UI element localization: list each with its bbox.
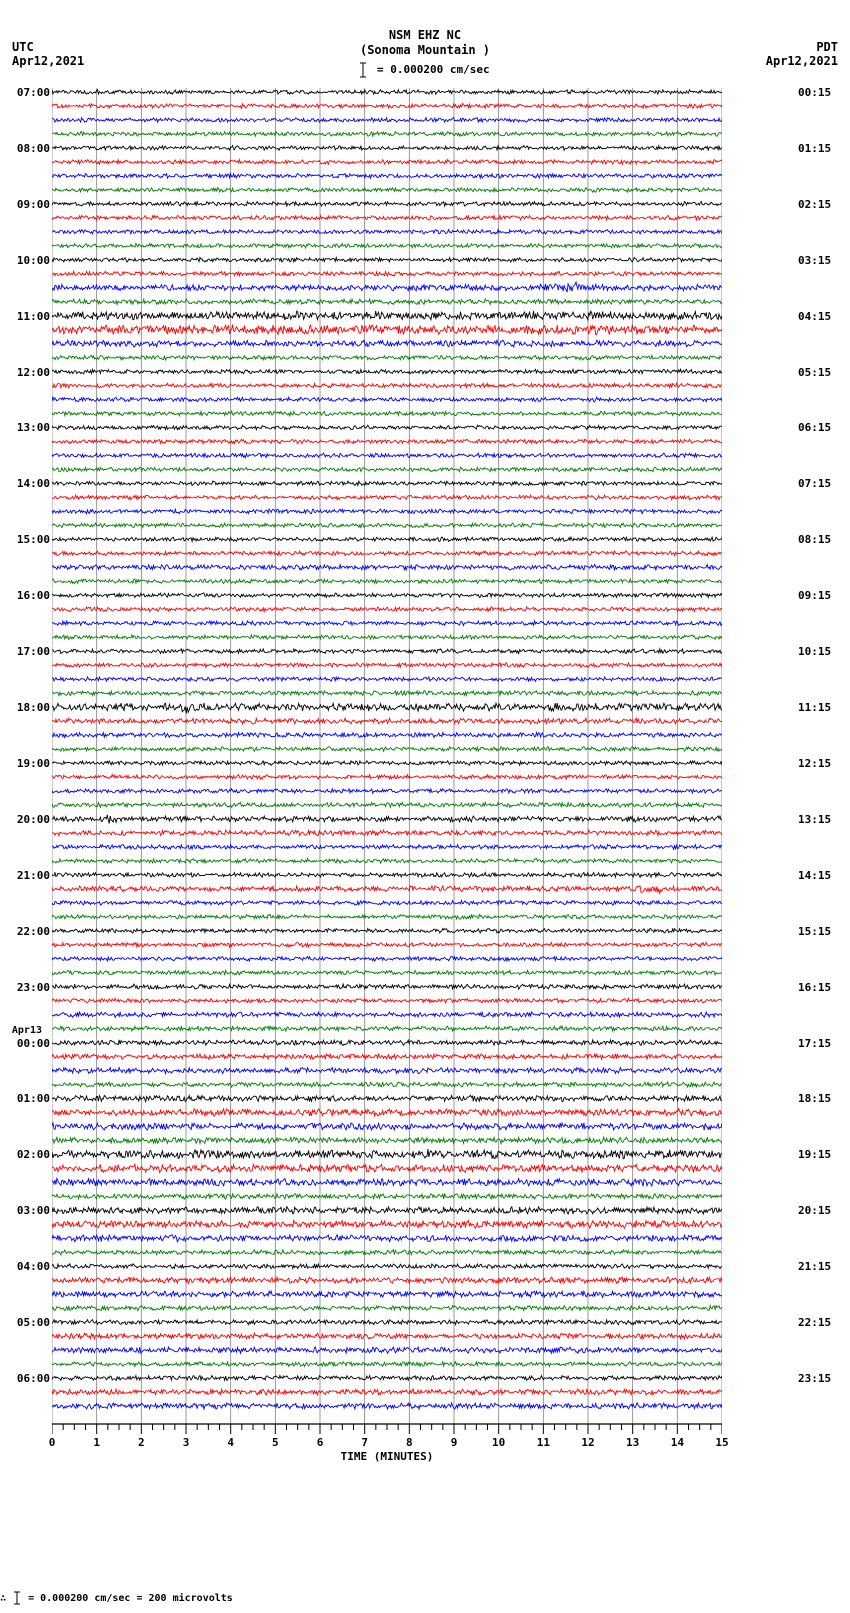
local-hour-label: 21:15: [798, 1260, 842, 1273]
local-hour-label: 16:15: [798, 981, 842, 994]
footer-prefix: ∴: [0, 1593, 6, 1604]
local-hour-label: 23:15: [798, 1372, 842, 1385]
x-tick-label: 12: [578, 1436, 598, 1449]
utc-hour-label: 07:00: [6, 86, 50, 99]
utc-hour-label: 19:00: [6, 757, 50, 770]
utc-hour-label: 23:00: [6, 981, 50, 994]
x-tick-label: 11: [533, 1436, 553, 1449]
utc-hour-label: 22:00: [6, 925, 50, 938]
scale-text: = 0.000200 cm/sec: [370, 63, 489, 76]
local-hour-label: 07:15: [798, 477, 842, 490]
local-hour-label: 03:15: [798, 254, 842, 267]
title-line-2: (Sonoma Mountain ): [0, 43, 850, 58]
x-tick-label: 13: [623, 1436, 643, 1449]
x-tick-label: 9: [444, 1436, 464, 1449]
x-axis-label: TIME (MINUTES): [52, 1450, 722, 1463]
utc-hour-label: 21:00: [6, 869, 50, 882]
local-hour-label: 17:15: [798, 1037, 842, 1050]
local-hour-label: 04:15: [798, 310, 842, 323]
local-hour-label: 15:15: [798, 925, 842, 938]
helicorder-plot: [52, 88, 722, 1424]
local-hour-label: 19:15: [798, 1148, 842, 1161]
utc-hour-label: 11:00: [6, 310, 50, 323]
x-tick-label: 5: [265, 1436, 285, 1449]
local-hour-label: 10:15: [798, 645, 842, 658]
local-hour-label: 01:15: [798, 142, 842, 155]
utc-hour-label: 12:00: [6, 366, 50, 379]
local-hour-label: 18:15: [798, 1092, 842, 1105]
utc-hour-label: 06:00: [6, 1372, 50, 1385]
local-hour-label: 05:15: [798, 366, 842, 379]
local-hour-label: 02:15: [798, 198, 842, 211]
utc-hour-label: 20:00: [6, 813, 50, 826]
local-hour-label: 11:15: [798, 701, 842, 714]
footer-scale: ∴ = 0.000200 cm/sec = 200 microvolts: [0, 1591, 233, 1605]
local-hour-label: 14:15: [798, 869, 842, 882]
utc-hour-label: 14:00: [6, 477, 50, 490]
x-tick-label: 8: [399, 1436, 419, 1449]
utc-hour-label: 16:00: [6, 589, 50, 602]
utc-hour-label: 00:00: [6, 1037, 50, 1050]
x-tick-label: 6: [310, 1436, 330, 1449]
utc-hour-label: 17:00: [6, 645, 50, 658]
date-right: Apr12,2021: [766, 54, 838, 68]
x-tick-label: 1: [87, 1436, 107, 1449]
utc-hour-label: 13:00: [6, 421, 50, 434]
footer-text2: 200 microvolts: [149, 1593, 233, 1604]
x-tick-label: 4: [221, 1436, 241, 1449]
footer-text1: = 0.000200 cm/sec =: [28, 1593, 148, 1604]
local-hour-label: 12:15: [798, 757, 842, 770]
utc-hour-label: 18:00: [6, 701, 50, 714]
x-tick-label: 3: [176, 1436, 196, 1449]
x-tick-label: 15: [712, 1436, 732, 1449]
utc-hour-label: 15:00: [6, 533, 50, 546]
local-hour-label: 06:15: [798, 421, 842, 434]
timezone-right: PDT: [816, 40, 838, 54]
date-left: Apr12,2021: [12, 54, 84, 68]
x-tick-label: 0: [42, 1436, 62, 1449]
utc-hour-label: 05:00: [6, 1316, 50, 1329]
timezone-left: UTC: [12, 40, 34, 54]
utc-hour-label: 08:00: [6, 142, 50, 155]
scale-indicator: = 0.000200 cm/sec: [0, 62, 850, 78]
utc-hour-label: 03:00: [6, 1204, 50, 1217]
local-hour-label: 13:15: [798, 813, 842, 826]
local-hour-label: 09:15: [798, 589, 842, 602]
utc-hour-label: 04:00: [6, 1260, 50, 1273]
local-hour-label: 00:15: [798, 86, 842, 99]
utc-date-label: Apr13: [0, 1025, 42, 1036]
local-hour-label: 22:15: [798, 1316, 842, 1329]
local-hour-label: 20:15: [798, 1204, 842, 1217]
title-line-1: NSM EHZ NC: [0, 28, 850, 43]
x-tick-label: 2: [131, 1436, 151, 1449]
local-hour-label: 08:15: [798, 533, 842, 546]
utc-hour-label: 02:00: [6, 1148, 50, 1161]
chart-title: NSM EHZ NC (Sonoma Mountain ): [0, 28, 850, 58]
utc-hour-label: 10:00: [6, 254, 50, 267]
utc-hour-label: 01:00: [6, 1092, 50, 1105]
x-tick-label: 14: [667, 1436, 687, 1449]
utc-hour-label: 09:00: [6, 198, 50, 211]
x-tick-label: 7: [355, 1436, 375, 1449]
x-tick-label: 10: [489, 1436, 509, 1449]
